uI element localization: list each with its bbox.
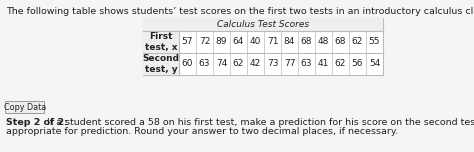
Text: If a student scored a 58 on his first test, make a prediction for his score on t: If a student scored a 58 on his first te… bbox=[44, 118, 474, 127]
Text: Copy Data: Copy Data bbox=[4, 103, 46, 112]
Bar bbox=[143, 31, 179, 53]
Text: 64: 64 bbox=[233, 38, 244, 47]
Text: 68: 68 bbox=[335, 38, 346, 47]
Text: 74: 74 bbox=[216, 59, 227, 69]
Text: 89: 89 bbox=[216, 38, 227, 47]
Text: 54: 54 bbox=[369, 59, 380, 69]
Text: appropriate for prediction. Round your answer to two decimal places, if necessar: appropriate for prediction. Round your a… bbox=[6, 127, 398, 136]
Text: 42: 42 bbox=[250, 59, 261, 69]
Bar bbox=[143, 18, 383, 75]
Text: 62: 62 bbox=[233, 59, 244, 69]
Text: 73: 73 bbox=[267, 59, 278, 69]
Text: 63: 63 bbox=[199, 59, 210, 69]
Text: 62: 62 bbox=[335, 59, 346, 69]
Text: The following table shows students’ test scores on the first two tests in an int: The following table shows students’ test… bbox=[6, 7, 474, 16]
Text: 72: 72 bbox=[199, 38, 210, 47]
Text: 41: 41 bbox=[318, 59, 329, 69]
Text: First
test, x: First test, x bbox=[145, 32, 177, 52]
Text: Calculus Test Scores: Calculus Test Scores bbox=[217, 20, 309, 29]
Text: 57: 57 bbox=[182, 38, 193, 47]
Text: 60: 60 bbox=[182, 59, 193, 69]
Text: 40: 40 bbox=[250, 38, 261, 47]
Text: 56: 56 bbox=[352, 59, 363, 69]
Text: Step 2 of 2:: Step 2 of 2: bbox=[6, 118, 68, 127]
Text: 77: 77 bbox=[284, 59, 295, 69]
Text: Second
test, y: Second test, y bbox=[143, 54, 180, 74]
FancyBboxPatch shape bbox=[6, 102, 45, 114]
Text: 55: 55 bbox=[369, 38, 380, 47]
Text: 84: 84 bbox=[284, 38, 295, 47]
Bar bbox=[143, 53, 179, 75]
Text: 63: 63 bbox=[301, 59, 312, 69]
Text: 68: 68 bbox=[301, 38, 312, 47]
Text: 71: 71 bbox=[267, 38, 278, 47]
Text: 48: 48 bbox=[318, 38, 329, 47]
Bar bbox=[143, 18, 383, 31]
Text: 62: 62 bbox=[352, 38, 363, 47]
